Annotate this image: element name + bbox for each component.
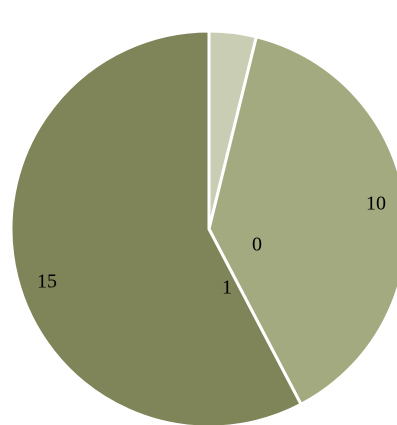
pie-data-label-2: 10 xyxy=(366,193,386,215)
pie-data-label-3: 15 xyxy=(37,271,57,293)
pie-data-labels: 01 10 15 xyxy=(37,193,386,299)
pie-data-label-1: 1 xyxy=(222,277,232,299)
pie-slices xyxy=(9,29,397,425)
pie-slice-3 xyxy=(9,29,304,425)
pie-data-label-0: 0 xyxy=(252,234,262,256)
pie-slice-2 xyxy=(207,34,397,407)
